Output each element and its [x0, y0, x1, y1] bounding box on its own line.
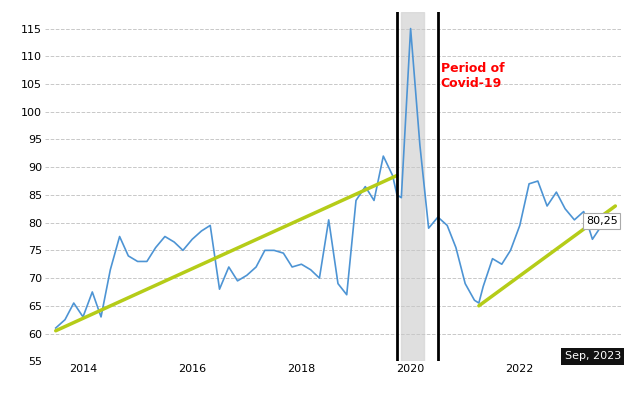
Bar: [401, 12, 424, 361]
Text: Period of
Covid-19: Period of Covid-19: [440, 62, 504, 90]
Text: Sep, 2023: Sep, 2023: [564, 351, 621, 361]
Text: 80,25: 80,25: [586, 216, 618, 226]
